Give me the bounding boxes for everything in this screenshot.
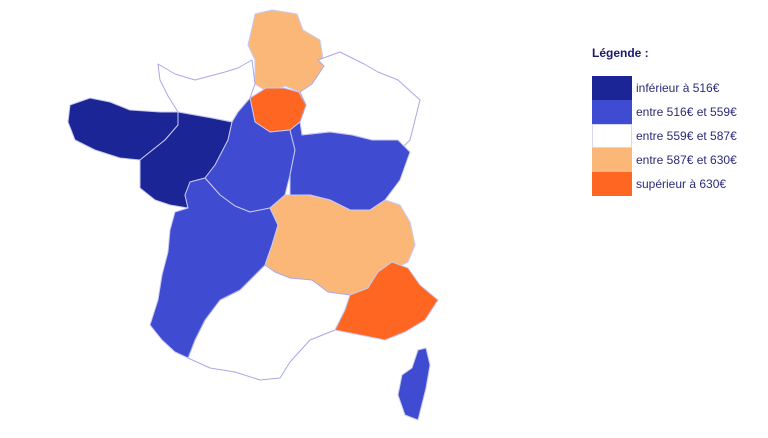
region-paca[interactable] (334, 261, 439, 341)
legend-item: supérieur à 630€ (592, 172, 742, 196)
legend: Légende : inférieur à 516€ entre 516€ et… (592, 46, 742, 196)
legend-swatch (592, 172, 632, 196)
legend-swatch (592, 148, 632, 172)
legend-item: entre 516€ et 559€ (592, 100, 742, 124)
region-bourgogne[interactable] (289, 121, 411, 211)
legend-swatch (592, 100, 632, 124)
legend-swatch (592, 76, 632, 100)
legend-label: entre 587€ et 630€ (636, 153, 737, 167)
legend-swatch (592, 124, 632, 148)
region-occitanie[interactable] (187, 264, 351, 381)
legend-item: entre 559€ et 587€ (592, 124, 742, 148)
legend-label: supérieur à 630€ (636, 177, 727, 191)
legend-item: entre 587€ et 630€ (592, 148, 742, 172)
region-corse[interactable] (397, 347, 431, 421)
legend-item: inférieur à 516€ (592, 76, 742, 100)
legend-label: entre 559€ et 587€ (636, 129, 737, 143)
legend-label: entre 516€ et 559€ (636, 105, 737, 119)
legend-label: inférieur à 516€ (636, 81, 720, 95)
legend-title: Légende : (592, 46, 649, 60)
region-hauts-de-france[interactable] (247, 9, 325, 93)
